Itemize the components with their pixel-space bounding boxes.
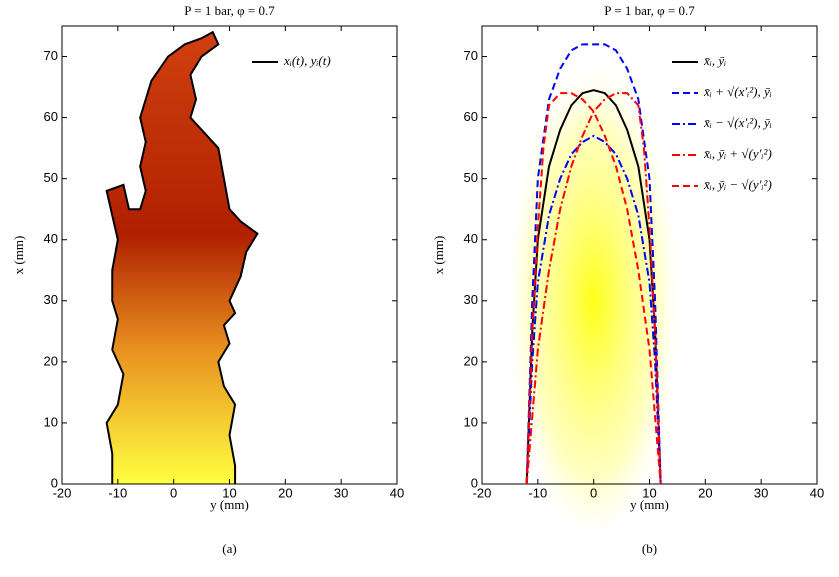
series-line: [525, 92, 662, 485]
x-tick-label: -20: [53, 485, 72, 500]
caption: (b): [642, 541, 657, 556]
x-tick-label: 40: [810, 485, 824, 500]
y-tick-label: 30: [464, 292, 478, 307]
series-line: [525, 92, 662, 485]
legend-label: x̄ᵢ + √(x′ᵢ²), ȳᵢ: [703, 84, 772, 99]
x-axis-label: y (mm): [210, 497, 249, 512]
y-tick-label: 50: [464, 170, 478, 185]
y-tick-label: 20: [44, 353, 58, 368]
flame-region: [106, 32, 258, 485]
legend-label: x̄ᵢ, ȳᵢ + √(y′ᵢ²): [703, 146, 772, 161]
x-tick-label: -10: [528, 485, 547, 500]
x-tick-label: -20: [473, 485, 492, 500]
chart-title: P = 1 bar, φ = 0.7: [604, 3, 695, 18]
y-tick-label: 60: [464, 109, 478, 124]
series-line: [105, 30, 259, 484]
y-tick-label: 0: [51, 475, 58, 490]
x-tick-label: 40: [390, 485, 404, 500]
x-tick-label: 0: [170, 485, 177, 500]
series-line: [525, 134, 662, 485]
y-tick-label: 40: [44, 231, 58, 246]
x-tick-label: -10: [108, 485, 127, 500]
legend-label: x̄ᵢ, ȳᵢ − √(y′ᵢ²): [703, 177, 772, 192]
caption: (a): [222, 541, 236, 556]
y-tick-label: 70: [464, 48, 478, 63]
chart-title: P = 1 bar, φ = 0.7: [184, 3, 275, 18]
legend-label: x̄ᵢ − √(x′ᵢ²), ȳᵢ: [703, 115, 772, 130]
y-tick-label: 20: [464, 353, 478, 368]
series-line: [525, 43, 662, 485]
y-tick-label: 50: [44, 170, 58, 185]
series-line: [525, 89, 662, 485]
y-axis-label: x (mm): [11, 236, 26, 275]
y-tick-label: 40: [464, 231, 478, 246]
y-tick-label: 10: [464, 414, 478, 429]
mean-flame-glow: [503, 26, 684, 527]
x-tick-label: 30: [334, 485, 348, 500]
x-tick-label: 20: [278, 485, 292, 500]
y-tick-label: 70: [44, 48, 58, 63]
legend-label: xᵢ(t), yᵢ(t): [283, 53, 331, 68]
y-tick-label: 30: [44, 292, 58, 307]
x-tick-label: 0: [590, 485, 597, 500]
x-axis-label: y (mm): [630, 497, 669, 512]
x-tick-label: 10: [642, 485, 656, 500]
x-tick-label: 20: [698, 485, 712, 500]
y-tick-label: 60: [44, 109, 58, 124]
y-tick-label: 0: [471, 475, 478, 490]
x-tick-label: 30: [754, 485, 768, 500]
y-tick-label: 10: [44, 414, 58, 429]
y-axis-label: x (mm): [431, 236, 446, 275]
legend-label: x̄ᵢ, ȳᵢ: [703, 53, 726, 68]
x-tick-label: 10: [222, 485, 236, 500]
